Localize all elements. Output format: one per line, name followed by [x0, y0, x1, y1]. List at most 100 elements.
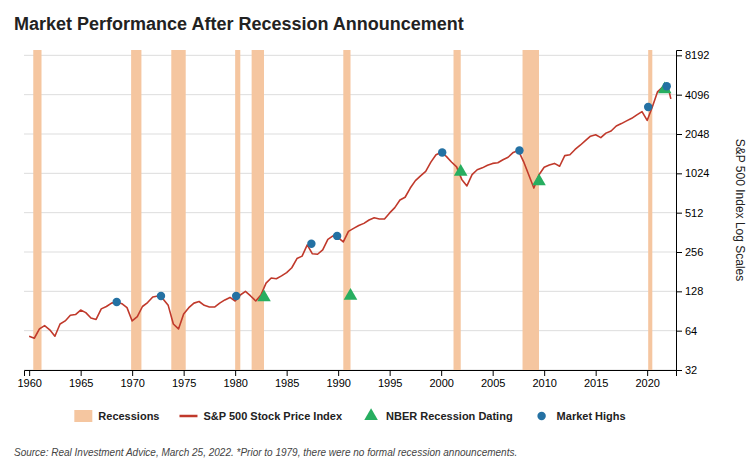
points [257, 81, 671, 301]
y-tick-mark [676, 213, 682, 214]
x-tick-label: 1990 [326, 377, 350, 389]
recession-band [235, 50, 240, 370]
marks [29, 50, 671, 370]
y-tick-mark [676, 291, 682, 292]
y-tick-mark [676, 55, 682, 56]
recession-band [252, 50, 264, 370]
recession-band [131, 50, 141, 370]
y-tick: 1024 [676, 167, 709, 179]
x-tick-label: 1975 [172, 377, 196, 389]
x-tick: 2020 [635, 370, 659, 389]
legend-item: S&P 500 Stock Price Index [179, 410, 342, 422]
y-tick-mark [676, 331, 682, 332]
legend-label: NBER Recession Dating [386, 410, 513, 422]
point [438, 148, 446, 156]
x-tick-label: 2000 [429, 377, 453, 389]
x-tick-label: 2010 [532, 377, 556, 389]
x-tick-mark [596, 370, 597, 376]
legend-label: Recessions [98, 410, 159, 422]
points [112, 82, 670, 306]
y-tick-label: 4096 [685, 89, 709, 101]
x-tick-mark [493, 370, 494, 376]
y-tick-mark [676, 173, 682, 174]
x-tick-mark [184, 370, 185, 376]
source: Source: Real Investment Advice, March 25… [14, 447, 517, 458]
recession-band [523, 50, 539, 370]
x-tick-label: 2020 [635, 377, 659, 389]
y-tick-label: 512 [685, 207, 703, 219]
y-tick: 2048 [676, 128, 709, 140]
x-tick-mark [287, 370, 288, 376]
legend: Recessions S&P 500 Stock Price Index NBER … [74, 408, 625, 422]
point [232, 292, 240, 300]
x-tick: 1965 [69, 370, 93, 389]
recession-bands [33, 50, 652, 370]
x-axis: 1960 1965 1970 1975 1980 1985 1990 1995 2000 2005… [17, 370, 676, 389]
x-tick-label: 1985 [275, 377, 299, 389]
x-tick-mark [544, 370, 545, 376]
recession-band [343, 50, 350, 370]
legend-item: Recessions [74, 410, 159, 422]
point [515, 146, 523, 154]
x-tick-mark [235, 370, 236, 376]
y-tick-label: 64 [685, 325, 697, 337]
point [157, 292, 165, 300]
chart: Market Performance After Recession Annou… [0, 0, 750, 468]
y-tick-mark [676, 252, 682, 253]
y-tick-label: 1024 [685, 167, 709, 179]
legend-label: Market Highs [557, 410, 626, 422]
point [454, 164, 468, 176]
x-axis-line [25, 371, 677, 377]
x-tick-label: 1970 [120, 377, 144, 389]
line [29, 86, 671, 339]
title: Market Performance After Recession Annou… [14, 14, 464, 34]
point [112, 298, 120, 306]
point [257, 290, 271, 302]
legend-swatch [364, 408, 378, 420]
x-tick: 1985 [275, 370, 299, 389]
legend-swatch [179, 415, 197, 418]
legend-item: NBER Recession Dating [364, 408, 512, 422]
x-tick: 2015 [584, 370, 608, 389]
x-tick-label: 2015 [584, 377, 608, 389]
x-tick-mark [390, 370, 391, 376]
x-tick-label: 1965 [69, 377, 93, 389]
x-tick-mark [81, 370, 82, 376]
y-tick-mark [676, 134, 682, 135]
y-tick: 8192 [676, 49, 709, 61]
x-tick-mark [647, 370, 648, 376]
x-tick: 2005 [481, 370, 505, 389]
point [307, 240, 315, 248]
y-tick: 512 [676, 207, 703, 219]
legend-item: Market Highs [537, 410, 625, 422]
x-tick: 2000 [429, 370, 453, 389]
point [532, 173, 546, 185]
y-tick: 64 [676, 325, 697, 337]
y-tick-mark [676, 95, 682, 96]
y-tick-label: 256 [685, 246, 703, 258]
y-tick: 4096 [676, 89, 709, 101]
y-axis: 32 64 128 256 512 1024 2048 4096 8192 [676, 49, 709, 376]
x-tick: 1975 [172, 370, 196, 389]
x-tick-mark [29, 370, 30, 376]
x-tick-label: 1980 [223, 377, 247, 389]
point [658, 81, 672, 93]
x-tick: 1980 [223, 370, 247, 389]
y-axis-line [677, 51, 683, 371]
point [644, 103, 652, 111]
point [344, 288, 358, 300]
y-tick-label: 8192 [685, 49, 709, 61]
x-tick-label: 1995 [378, 377, 402, 389]
y-tick-label: 128 [685, 285, 703, 297]
y-tick: 32 [676, 364, 697, 376]
y-tick-label: 2048 [685, 128, 709, 140]
y-tick: 256 [676, 246, 703, 258]
recession-band [648, 50, 652, 370]
y-tick-mark [676, 370, 682, 371]
y-tick: 128 [676, 285, 703, 297]
x-tick-mark [338, 370, 339, 376]
x-tick: 1960 [17, 370, 41, 389]
x-tick: 1970 [120, 370, 144, 389]
x-tick: 1990 [326, 370, 350, 389]
legend-swatch [74, 410, 92, 422]
